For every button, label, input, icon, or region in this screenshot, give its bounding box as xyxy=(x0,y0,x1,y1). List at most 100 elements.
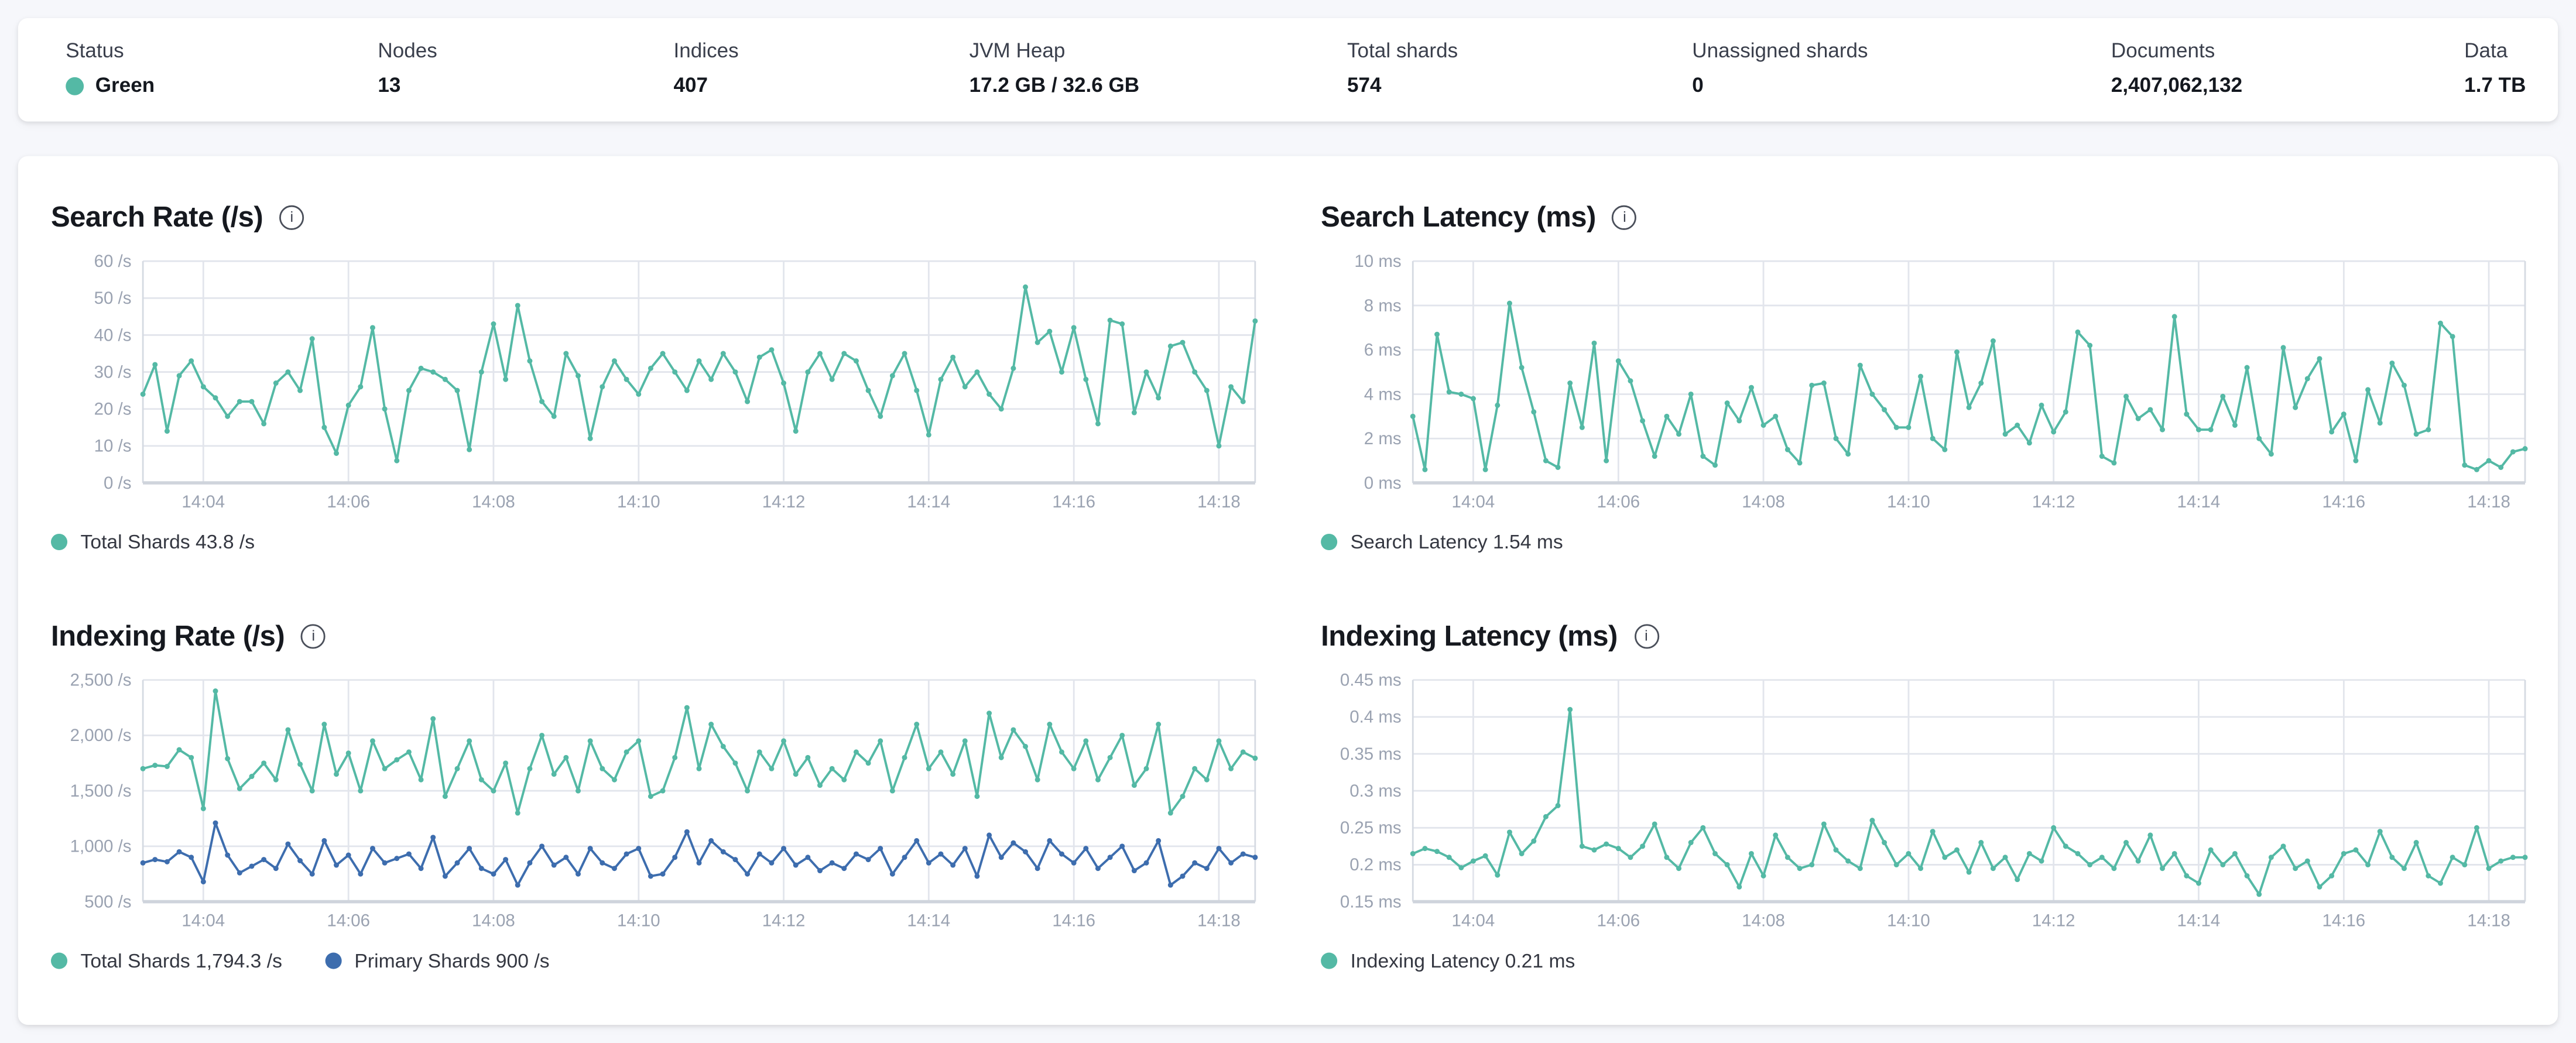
legend-item[interactable]: Total Shards 43.8 /s xyxy=(50,530,255,554)
svg-text:30 /s: 30 /s xyxy=(94,362,132,382)
svg-text:500 /s: 500 /s xyxy=(84,892,131,911)
stat-nodes: Nodes 13 xyxy=(378,39,673,98)
svg-text:14:16: 14:16 xyxy=(2322,492,2365,512)
chart-title-indexing-rate: Indexing Rate (/s) xyxy=(50,618,285,651)
svg-text:14:04: 14:04 xyxy=(181,911,225,931)
svg-text:0.2 ms: 0.2 ms xyxy=(1349,855,1401,874)
indexing-latency-chart: 0.15 ms 0.2 ms 0.25 ms 0.3 ms 0.35 ms 0.4 ms 0… xyxy=(1321,670,2528,935)
svg-text:0.15 ms: 0.15 ms xyxy=(1340,892,1402,911)
stat-value: 17.2 GB / 32.6 GB xyxy=(969,74,1140,97)
svg-text:14:08: 14:08 xyxy=(472,911,515,931)
stat-unassigned-shards: Unassigned shards 0 xyxy=(1692,39,2111,98)
legend-label: Search Latency 1.54 ms xyxy=(1350,530,1563,554)
svg-text:0.3 ms: 0.3 ms xyxy=(1349,781,1401,801)
svg-text:14:12: 14:12 xyxy=(762,911,806,931)
svg-text:1,000 /s: 1,000 /s xyxy=(70,837,132,856)
charts-grid: Search Rate (/s) i 0 /s 10 /s 20 /s 30 /s 40… xyxy=(18,156,2558,977)
svg-text:8 ms: 8 ms xyxy=(1364,296,1402,315)
legend-label: Indexing Latency 0.21 ms xyxy=(1350,949,1575,973)
stat-indices: Indices 407 xyxy=(674,39,970,98)
svg-text:14:16: 14:16 xyxy=(1052,492,1095,512)
svg-text:14:14: 14:14 xyxy=(2177,492,2221,512)
indexing-latency-section: Indexing Latency (ms) i 0.15 ms 0.2 ms 0.2… xyxy=(1321,617,2528,977)
stat-label: Status xyxy=(66,39,124,63)
svg-text:14:04: 14:04 xyxy=(1452,492,1495,512)
stat-value: 574 xyxy=(1347,74,1382,97)
stat-label: Unassigned shards xyxy=(1692,39,1868,63)
stat-value: 2,407,062,132 xyxy=(2111,74,2243,97)
metrics-card: Search Rate (/s) i 0 /s 10 /s 20 /s 30 /s 40… xyxy=(18,156,2558,1025)
svg-text:14:08: 14:08 xyxy=(1742,911,1785,931)
svg-text:14:06: 14:06 xyxy=(1597,492,1640,512)
indexing-latency-legend: Indexing Latency 0.21 ms xyxy=(1321,945,2525,977)
search-rate-canvas: 0 /s 10 /s 20 /s 30 /s 40 /s 50 /s 60 /s 14:04 1… xyxy=(94,252,1258,512)
stat-data: Data 1.7 TB xyxy=(2464,39,2563,98)
svg-text:2,000 /s: 2,000 /s xyxy=(70,726,132,745)
search-latency-canvas: 0 ms 2 ms 4 ms 6 ms 8 ms 10 ms 14:04 14:06 14:08… xyxy=(1354,252,2528,512)
info-icon[interactable]: i xyxy=(1633,624,1659,649)
indexing-latency-canvas: 0.15 ms 0.2 ms 0.25 ms 0.3 ms 0.35 ms 0.4 ms 0… xyxy=(1340,671,2528,931)
stat-label: Nodes xyxy=(378,39,437,63)
svg-text:14:06: 14:06 xyxy=(1597,911,1640,931)
svg-text:10 ms: 10 ms xyxy=(1354,252,1401,271)
svg-text:14:18: 14:18 xyxy=(1197,492,1241,512)
stat-value: 0 xyxy=(1692,74,1704,97)
svg-text:40 /s: 40 /s xyxy=(94,325,132,345)
legend-item[interactable]: Indexing Latency 0.21 ms xyxy=(1321,949,1575,972)
svg-text:14:08: 14:08 xyxy=(472,492,515,512)
svg-text:14:16: 14:16 xyxy=(2322,911,2365,931)
stat-label: Data xyxy=(2464,39,2508,63)
stat-jvm-heap: JVM Heap 17.2 GB / 32.6 GB xyxy=(970,39,1347,98)
legend-dot-icon xyxy=(50,533,68,551)
svg-text:50 /s: 50 /s xyxy=(94,289,132,308)
legend-item[interactable]: Search Latency 1.54 ms xyxy=(1321,530,1563,554)
stat-documents: Documents 2,407,062,132 xyxy=(2111,39,2464,98)
chart-title-search-latency: Search Latency (ms) xyxy=(1321,199,1596,233)
info-icon[interactable]: i xyxy=(279,205,304,230)
svg-text:14:14: 14:14 xyxy=(907,492,950,512)
search-latency-chart: 0 ms 2 ms 4 ms 6 ms 8 ms 10 ms 14:04 14:06 14:08… xyxy=(1321,251,2528,516)
stat-label: Indices xyxy=(673,39,739,63)
search-latency-legend: Search Latency 1.54 ms xyxy=(1321,526,2525,558)
svg-text:14:12: 14:12 xyxy=(762,492,806,512)
indexing-rate-section: Indexing Rate (/s) i 500 /s 1,000 /s 1,500… xyxy=(50,617,1258,977)
info-icon[interactable]: i xyxy=(301,624,326,649)
svg-text:14:18: 14:18 xyxy=(2467,492,2510,512)
svg-text:14:04: 14:04 xyxy=(181,492,225,512)
stat-total-shards: Total shards 574 xyxy=(1347,39,1692,98)
svg-text:14:10: 14:10 xyxy=(1887,492,1930,512)
svg-text:1,500 /s: 1,500 /s xyxy=(70,781,132,801)
search-rate-section: Search Rate (/s) i 0 /s 10 /s 20 /s 30 /s 40… xyxy=(50,199,1258,559)
svg-text:14:14: 14:14 xyxy=(2177,911,2221,931)
svg-text:14:14: 14:14 xyxy=(907,911,950,931)
stat-label: JVM Heap xyxy=(969,39,1066,63)
svg-text:14:18: 14:18 xyxy=(1197,911,1241,931)
search-rate-chart: 0 /s 10 /s 20 /s 30 /s 40 /s 50 /s 60 /s 14:04 1… xyxy=(51,251,1258,516)
stat-value: 13 xyxy=(378,74,401,97)
indexing-rate-canvas: 500 /s 1,000 /s 1,500 /s 2,000 /s 2,500 /s 14… xyxy=(70,671,1258,931)
status-dot-icon xyxy=(66,77,84,95)
info-icon[interactable]: i xyxy=(1612,205,1637,230)
legend-dot-icon xyxy=(50,952,68,969)
svg-text:0.45 ms: 0.45 ms xyxy=(1340,671,1402,690)
svg-text:20 /s: 20 /s xyxy=(94,400,132,419)
chart-title-search-rate: Search Rate (/s) xyxy=(50,199,263,233)
svg-text:14:18: 14:18 xyxy=(2467,911,2510,931)
stat-value: Green xyxy=(66,74,378,98)
stat-label: Total shards xyxy=(1347,39,1458,63)
stat-status: Status Green xyxy=(66,39,378,98)
svg-text:14:12: 14:12 xyxy=(2032,911,2075,931)
search-latency-section: Search Latency (ms) i 0 ms 2 ms 4 ms 6 ms 8 … xyxy=(1321,199,2528,559)
legend-item[interactable]: Total Shards 1,794.3 /s xyxy=(50,949,282,972)
svg-text:14:06: 14:06 xyxy=(327,911,370,931)
chart-title-indexing-latency: Indexing Latency (ms) xyxy=(1321,618,1618,651)
svg-text:14:12: 14:12 xyxy=(2032,492,2075,512)
legend-item[interactable]: Primary Shards 900 /s xyxy=(324,949,550,973)
legend-label: Primary Shards 900 /s xyxy=(354,949,550,973)
stat-value: 1.7 TB xyxy=(2464,74,2526,97)
legend-dot-icon xyxy=(1321,533,1338,551)
legend-label: Total Shards 43.8 /s xyxy=(80,530,255,554)
svg-text:14:06: 14:06 xyxy=(327,492,370,512)
svg-text:2,500 /s: 2,500 /s xyxy=(70,671,132,690)
